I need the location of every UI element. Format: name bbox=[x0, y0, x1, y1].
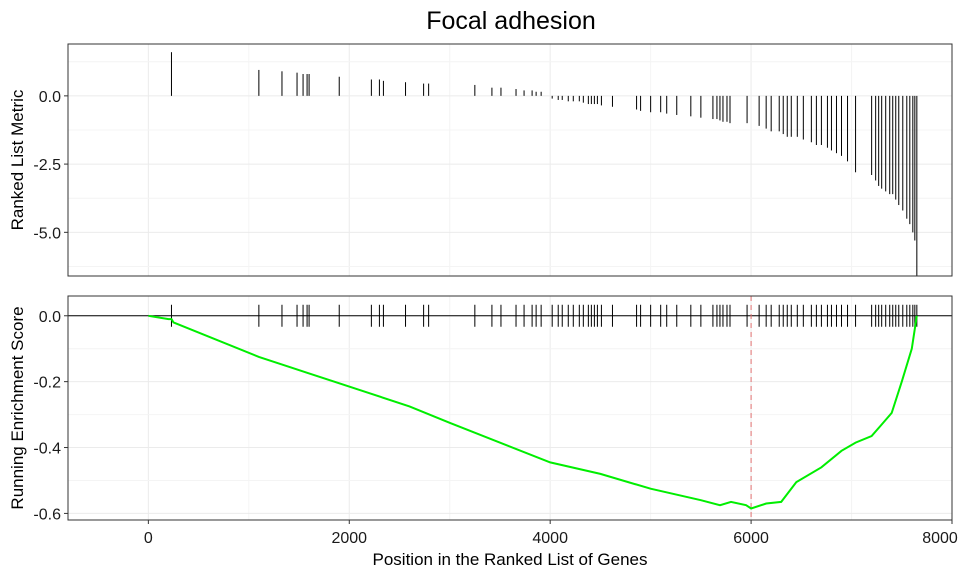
top-panel: 0.0 -2.5 -5.0 Ranked List Metric bbox=[8, 43, 953, 277]
x-axis-label: Position in the Ranked List of Genes bbox=[373, 550, 648, 569]
y-tick-label: 0.0 bbox=[39, 309, 61, 326]
top-panel-border bbox=[67, 43, 953, 277]
y-tick-label: -5.0 bbox=[33, 225, 61, 242]
chart-title: Focal adhesion bbox=[426, 7, 596, 35]
gene-hit-markers bbox=[170, 304, 918, 327]
x-tick-label: 6000 bbox=[733, 530, 769, 547]
top-panel-background bbox=[68, 44, 952, 276]
y-tick-label: -0.4 bbox=[33, 441, 61, 458]
x-tick-label: 0 bbox=[144, 530, 153, 547]
bottom-panel: 0.0 -0.2 -0.4 -0.6 0 2000 4000 6000 8000 Runnin… bbox=[8, 295, 958, 569]
bottom-panel-border bbox=[67, 295, 953, 521]
x-tick-label: 2000 bbox=[331, 530, 367, 547]
y-tick-label: 0.0 bbox=[39, 89, 61, 106]
ranked-metric-bars bbox=[170, 52, 918, 276]
x-tick-label: 8000 bbox=[922, 530, 958, 547]
bottom-y-axis-label: Running Enrichment Score bbox=[8, 306, 27, 509]
running-enrichment-score-line bbox=[148, 314, 918, 510]
x-tick-label: 4000 bbox=[532, 530, 568, 547]
top-y-ticks: 0.0 -2.5 -5.0 bbox=[33, 89, 68, 242]
bottom-y-ticks: 0.0 -0.2 -0.4 -0.6 bbox=[33, 309, 68, 523]
top-gridlines bbox=[68, 44, 953, 276]
top-y-axis-label: Ranked List Metric bbox=[8, 89, 27, 230]
bottom-panel-background bbox=[68, 296, 952, 520]
y-tick-label: -0.2 bbox=[33, 375, 61, 392]
x-ticks: 0 2000 4000 6000 8000 bbox=[144, 520, 958, 547]
y-tick-label: -2.5 bbox=[33, 157, 61, 174]
y-tick-label: -0.6 bbox=[33, 506, 61, 523]
